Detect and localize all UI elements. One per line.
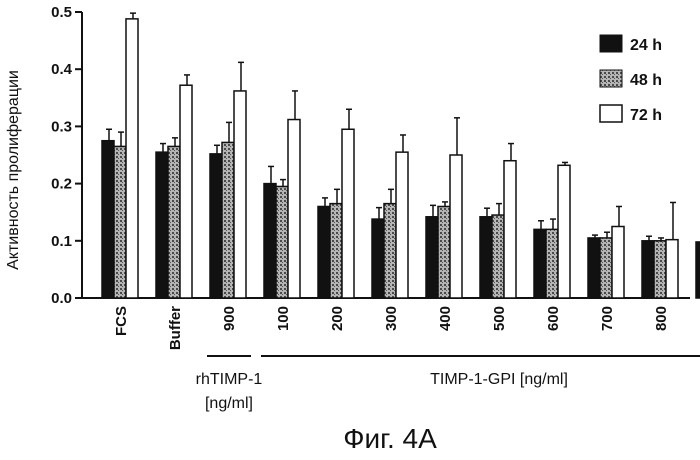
legend-swatch-48h — [599, 69, 623, 88]
x-tick-label: 700 — [599, 306, 616, 331]
x-tick-label: 800 — [653, 306, 670, 331]
bar — [653, 240, 667, 299]
bar — [155, 151, 169, 299]
bar — [125, 18, 139, 299]
bar — [599, 237, 613, 299]
bar — [209, 153, 223, 299]
category-groups: rhTIMP-1 [ng/ml] TIMP-1-GPI [ng/ml] — [196, 355, 700, 412]
y-tick-label: 0.4 — [51, 61, 73, 78]
bar — [641, 240, 655, 299]
x-tick-label: 900 — [221, 306, 238, 331]
bar-series — [101, 12, 700, 299]
bar — [449, 154, 463, 299]
bar — [545, 228, 559, 299]
bar — [221, 141, 235, 299]
bar — [275, 185, 289, 299]
x-tick-label: 400 — [437, 306, 454, 331]
bar — [113, 145, 127, 299]
legend-swatch-72h — [599, 104, 623, 123]
bar — [287, 118, 301, 299]
legend-label-24h: 24 h — [630, 37, 662, 54]
x-tick-label: 300 — [383, 306, 400, 331]
bar — [557, 164, 571, 299]
x-tick-label: 500 — [491, 306, 508, 331]
x-tick-label: 600 — [545, 306, 562, 331]
bar — [101, 139, 115, 299]
x-axis-ticks: FCSBuffer900100200300400500600700800900 — [113, 306, 670, 350]
bar — [179, 84, 193, 299]
bar — [167, 145, 181, 299]
bar — [695, 241, 700, 299]
y-axis-title: Активность пролиферации — [5, 70, 22, 270]
bar — [371, 218, 385, 299]
bar — [341, 128, 355, 299]
group-label: rhTIMP-1 — [196, 371, 263, 388]
bar — [479, 216, 493, 299]
legend-label-48h: 48 h — [630, 72, 662, 89]
x-tick-label: FCS — [113, 306, 130, 336]
x-tick-label: Buffer — [167, 306, 184, 350]
y-tick-label: 0.5 — [51, 4, 72, 21]
y-tick-label: 0.2 — [51, 176, 72, 193]
group-label: [ng/ml] — [205, 395, 253, 412]
y-axis-ticks: 0.0 0.1 0.2 0.3 0.4 0.5 — [51, 4, 82, 307]
bar — [233, 90, 247, 299]
bar — [491, 214, 505, 299]
bar — [383, 202, 397, 299]
bar — [611, 225, 625, 299]
figure-caption: Фиг. 4А — [343, 423, 437, 454]
bar — [395, 151, 409, 299]
legend: 24 h 48 h 72 h — [599, 34, 662, 124]
bar — [503, 159, 517, 299]
bar — [263, 182, 277, 299]
bar — [587, 237, 601, 299]
y-tick-label: 0.0 — [51, 290, 72, 307]
bar — [425, 216, 439, 299]
x-tick-label: 100 — [275, 306, 292, 331]
bar — [437, 205, 451, 299]
legend-swatch-24h — [599, 34, 623, 53]
bar — [317, 205, 331, 299]
bar — [329, 202, 343, 299]
bar — [533, 228, 547, 299]
y-tick-label: 0.3 — [51, 118, 72, 135]
group-label: TIMP-1-GPI [ng/ml] — [430, 371, 568, 388]
bar — [665, 238, 679, 299]
y-tick-label: 0.1 — [51, 233, 72, 250]
legend-label-72h: 72 h — [630, 107, 662, 124]
x-tick-label: 200 — [329, 306, 346, 331]
